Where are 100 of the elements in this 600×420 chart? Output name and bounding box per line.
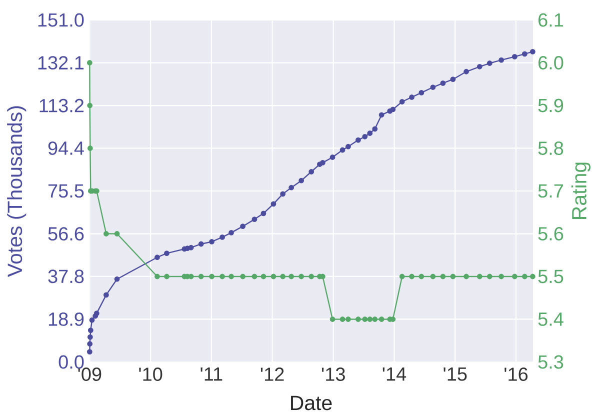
- y2-tick-label: 5.9: [538, 98, 564, 112]
- point: [367, 316, 373, 322]
- point: [220, 274, 225, 280]
- point: [308, 274, 314, 280]
- point: [103, 231, 109, 236]
- point: [198, 274, 204, 280]
- point: [164, 250, 170, 256]
- point: [88, 328, 94, 333]
- point: [464, 274, 469, 280]
- point: [209, 274, 214, 280]
- point: [367, 130, 373, 136]
- point: [362, 134, 368, 140]
- point: [298, 178, 304, 184]
- x-tick-label: '09: [78, 368, 102, 381]
- point: [87, 334, 93, 340]
- x-tick-label: '11: [200, 368, 222, 381]
- y-tick-label: 151.0: [38, 13, 84, 27]
- point: [346, 144, 351, 150]
- y2-tick-label: 6.0: [538, 56, 564, 70]
- y2-tick-label: 5.3: [538, 355, 564, 369]
- point: [340, 316, 346, 322]
- point: [228, 274, 234, 280]
- point: [270, 274, 276, 280]
- point: [440, 274, 446, 280]
- point: [252, 216, 258, 222]
- x-tick-label: '15: [444, 368, 467, 381]
- point: [280, 191, 286, 197]
- y2-tick-label: 5.4: [538, 312, 564, 326]
- point: [512, 54, 518, 60]
- point: [87, 102, 93, 108]
- point: [86, 60, 92, 66]
- y-tick-label: 113.2: [40, 98, 84, 112]
- y-tick-label: 37.8: [48, 270, 84, 284]
- point: [260, 210, 266, 216]
- y-tick-label: 75.5: [48, 184, 84, 198]
- point: [530, 49, 536, 54]
- point: [288, 184, 294, 190]
- point: [330, 154, 336, 160]
- point: [308, 169, 314, 174]
- point: [486, 274, 492, 280]
- point: [418, 274, 424, 280]
- point: [356, 137, 361, 143]
- point: [164, 274, 170, 280]
- point: [154, 274, 160, 280]
- point: [522, 51, 528, 57]
- point: [522, 274, 528, 280]
- point: [409, 94, 414, 100]
- point: [362, 316, 368, 322]
- y2-tick-label: 5.8: [538, 142, 564, 155]
- point: [340, 147, 346, 153]
- point: [418, 90, 424, 96]
- point: [378, 316, 384, 322]
- y2-tick-label: 5.5: [538, 270, 564, 284]
- y-tick-label: 132.1: [38, 56, 84, 70]
- y-axis-title: Votes (Thousands): [7, 106, 26, 277]
- point: [530, 274, 536, 280]
- point: [450, 274, 456, 280]
- point: [240, 274, 246, 280]
- point: [390, 106, 396, 112]
- point: [260, 274, 266, 280]
- point: [430, 274, 436, 280]
- point: [298, 274, 304, 280]
- x-tick-label: '10: [139, 368, 162, 381]
- point: [288, 274, 294, 280]
- point: [372, 126, 378, 132]
- point: [228, 230, 234, 236]
- point: [346, 316, 351, 322]
- y-tick-label: 18.9: [48, 312, 84, 326]
- point: [464, 68, 469, 74]
- point: [209, 239, 214, 244]
- point: [240, 224, 246, 230]
- point: [440, 80, 446, 86]
- point: [378, 112, 384, 118]
- y2-tick-label: 5.6: [538, 227, 564, 240]
- point: [114, 231, 120, 236]
- point: [270, 201, 276, 207]
- y-tick-label: 56.6: [48, 227, 84, 241]
- y-tick-label: 0.0: [58, 355, 84, 369]
- point: [486, 60, 492, 66]
- point: [94, 310, 100, 316]
- y-tick-label: 94.4: [48, 141, 84, 155]
- x-axis-title: Date: [291, 396, 332, 410]
- x-tick-label: '14: [382, 368, 406, 381]
- point: [330, 316, 336, 322]
- point: [512, 274, 518, 280]
- point: [498, 57, 504, 63]
- point: [320, 160, 326, 166]
- y2-tick-label: 5.7: [538, 184, 563, 198]
- point: [87, 146, 93, 151]
- point: [498, 274, 504, 280]
- point: [103, 292, 109, 298]
- point: [280, 274, 286, 280]
- y2-tick-label: 6.1: [538, 13, 564, 27]
- point: [220, 234, 225, 240]
- x-tick-label: '16: [504, 368, 528, 381]
- point: [188, 244, 194, 250]
- point: [89, 317, 95, 323]
- point: [476, 274, 482, 280]
- point: [450, 76, 456, 82]
- x-tick-label: '13: [322, 368, 345, 381]
